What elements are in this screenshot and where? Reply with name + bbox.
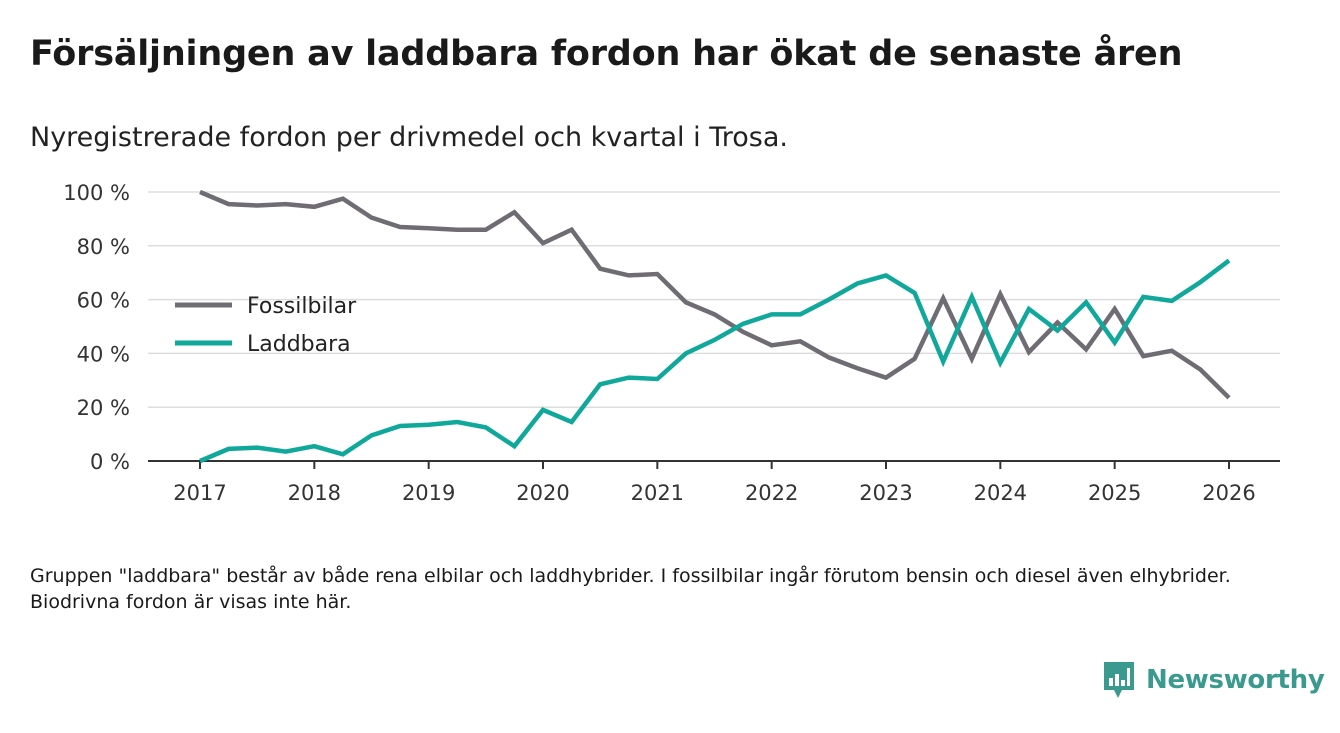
series-lines — [199, 189, 1231, 464]
brand-logo: Newsworthy — [1102, 660, 1325, 700]
legend-label: Laddbara — [247, 332, 351, 357]
newsworthy-logo-icon — [1104, 662, 1134, 698]
y-tick-label: 20 % — [77, 396, 130, 420]
y-axis: 0 % 20 % 40 % 60 % 80 % 100 % — [63, 181, 130, 474]
x-tick-label: 2024 — [974, 481, 1027, 505]
chart-title: Försäljningen av laddbara fordon har öka… — [30, 34, 1183, 74]
grid-lines — [148, 191, 1280, 408]
series-line-laddbara — [199, 258, 1231, 464]
x-tick-label: 2025 — [1088, 481, 1141, 505]
x-axis: 2017 2018 2019 2020 2021 2022 2023 2024 2025 2026 — [148, 460, 1280, 505]
y-tick-label: 80 % — [77, 235, 130, 259]
x-tick-label: 2026 — [1202, 481, 1255, 505]
brand-name: Newsworthy — [1146, 665, 1325, 695]
x-tick-label: 2023 — [859, 481, 912, 505]
y-tick-label: 100 % — [63, 181, 130, 205]
x-tick-label: 2022 — [745, 481, 798, 505]
y-tick-label: 40 % — [77, 342, 130, 366]
legend: Fossilbilar Laddbara — [175, 294, 357, 357]
series-line-fossilbilar — [199, 189, 1231, 400]
legend-label: Fossilbilar — [247, 294, 357, 319]
x-tick-label: 2018 — [288, 481, 341, 505]
chart-subtitle: Nyregistrerade fordon per drivmedel och … — [30, 122, 788, 153]
y-tick-label: 60 % — [77, 289, 130, 313]
x-tick-label: 2019 — [402, 481, 455, 505]
x-tick-label: 2021 — [631, 481, 684, 505]
y-tick-label: 0 % — [90, 450, 130, 474]
x-tick-label: 2017 — [173, 481, 226, 505]
x-tick-label: 2020 — [516, 481, 569, 505]
footnote: Gruppen "laddbara" består av både rena e… — [30, 565, 1231, 613]
